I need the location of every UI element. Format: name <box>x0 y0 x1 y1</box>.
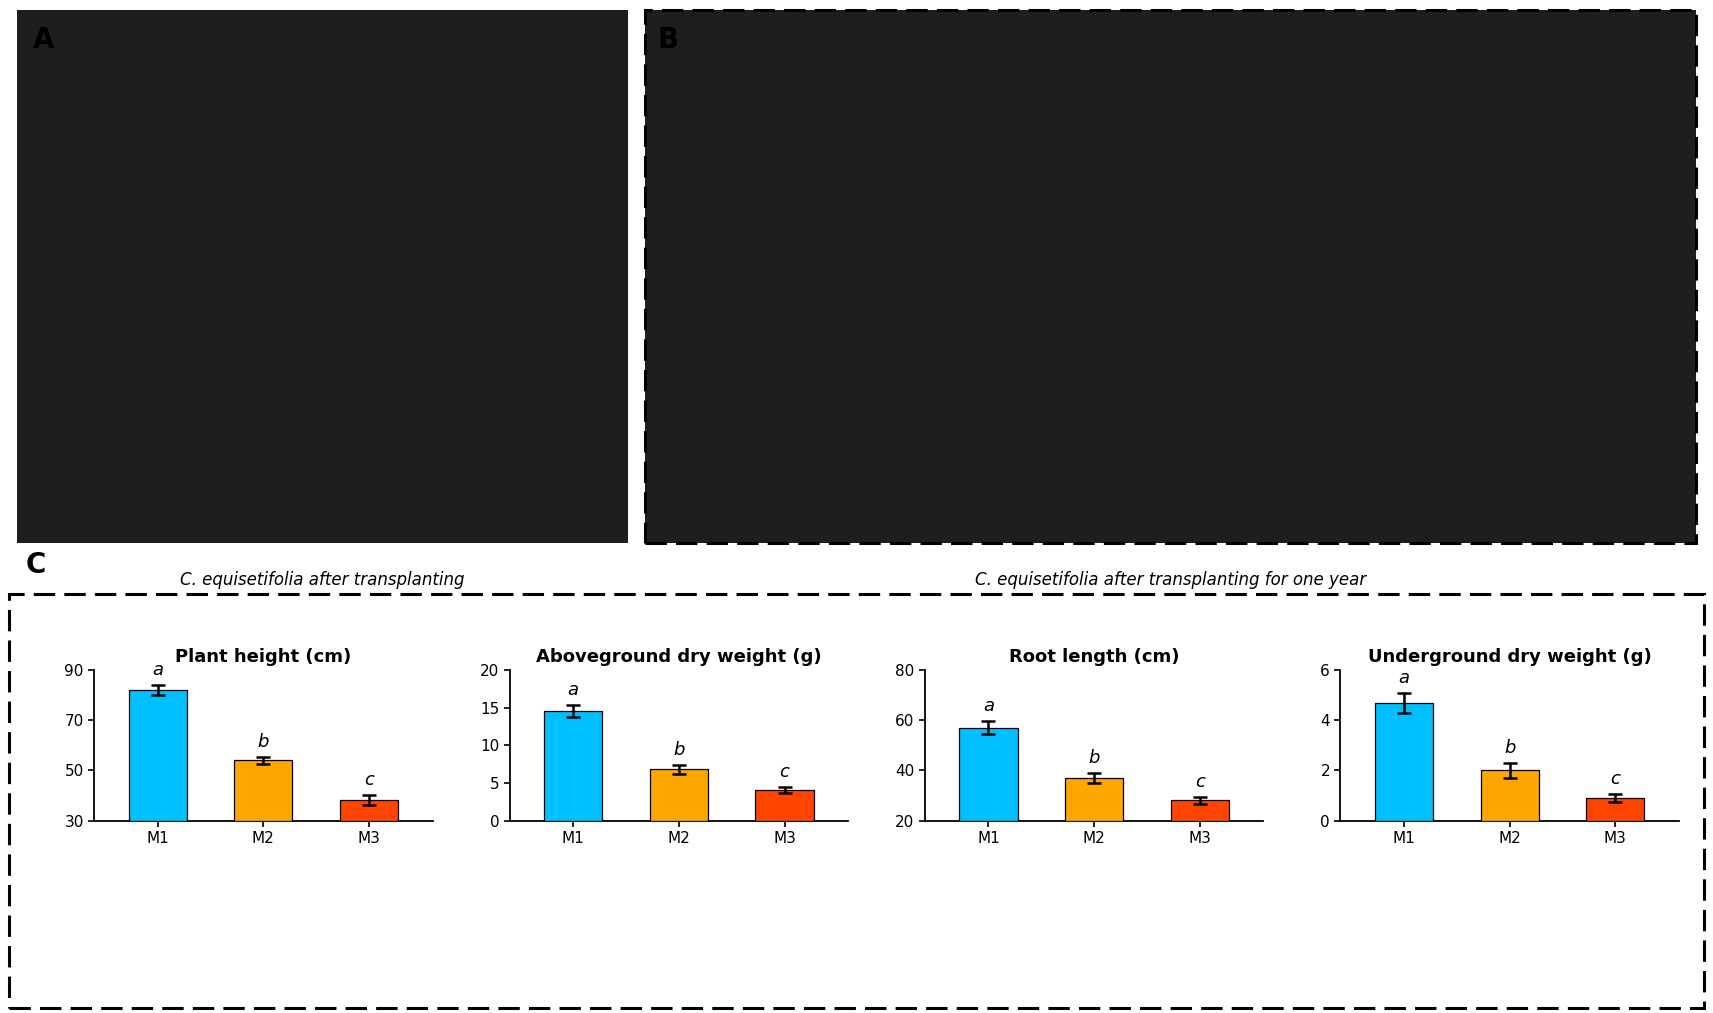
Bar <box>1065 778 1124 821</box>
Bar <box>128 690 187 821</box>
Title: Plant height (cm): Plant height (cm) <box>175 647 351 666</box>
Text: C. equisetifolia after transplanting: C. equisetifolia after transplanting <box>180 571 464 590</box>
Text: a: a <box>567 682 579 699</box>
Text: B: B <box>658 26 678 54</box>
Text: b: b <box>257 732 269 751</box>
Text: c: c <box>1196 773 1204 791</box>
Title: Underground dry weight (g): Underground dry weight (g) <box>1367 647 1651 666</box>
Text: a: a <box>152 661 163 679</box>
Bar <box>649 770 707 821</box>
Bar <box>1586 798 1644 821</box>
Text: b: b <box>1504 738 1516 757</box>
Title: Root length (cm): Root length (cm) <box>1009 647 1180 666</box>
Text: c: c <box>365 772 373 789</box>
Text: a: a <box>1398 669 1410 687</box>
Text: c: c <box>1610 770 1620 788</box>
Text: A: A <box>33 26 53 54</box>
Bar <box>545 711 603 821</box>
Bar <box>235 761 293 821</box>
Text: c: c <box>779 764 790 781</box>
Text: a: a <box>983 698 994 715</box>
Bar <box>339 800 397 821</box>
Bar <box>1480 770 1538 821</box>
Text: b: b <box>1088 749 1100 767</box>
Text: C. equisetifolia after transplanting for one year: C. equisetifolia after transplanting for… <box>975 571 1365 590</box>
Text: C: C <box>26 551 46 579</box>
Bar <box>755 790 814 821</box>
Title: Aboveground dry weight (g): Aboveground dry weight (g) <box>536 647 822 666</box>
Text: b: b <box>673 741 685 759</box>
Bar <box>1170 800 1228 821</box>
Bar <box>1376 703 1434 821</box>
Bar <box>959 727 1018 821</box>
